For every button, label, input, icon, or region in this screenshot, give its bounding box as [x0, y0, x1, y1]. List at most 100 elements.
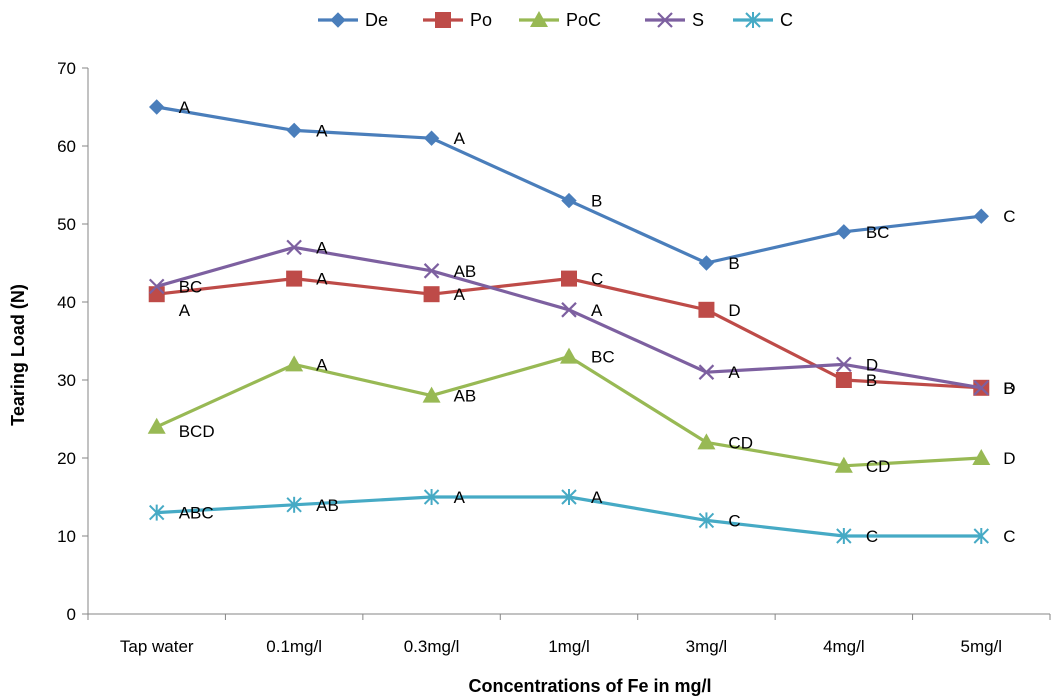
point-label: D: [1003, 449, 1015, 468]
data-point: [697, 433, 716, 450]
point-label: A: [316, 238, 328, 257]
legend-item-s: S: [645, 10, 704, 30]
point-label: D: [866, 355, 878, 374]
data-point: [149, 504, 165, 521]
legend-label: De: [365, 10, 388, 30]
series-de: A A A B B BC C: [149, 98, 1016, 273]
legend-marker: [435, 12, 451, 28]
series-line: [156, 355, 982, 468]
data-point: [423, 263, 440, 279]
x-tick-label: 1mg/l: [548, 637, 590, 656]
legend-marker: [745, 12, 761, 28]
y-tick-label: 10: [57, 527, 76, 546]
data-point: [561, 192, 577, 209]
legend-label: PoC: [566, 10, 601, 30]
y-axis-title: Tearing Load (N): [8, 284, 28, 426]
x-tick-label: 0.3mg/l: [404, 637, 460, 656]
data-point: [836, 528, 852, 544]
y-tick-label: 40: [57, 293, 76, 312]
point-label: B: [591, 192, 602, 211]
data-point: [286, 239, 302, 256]
x-axis: Tap water 0.1mg/l 0.3mg/l 1mg/l 3mg/l 4mg/l 5m…: [87, 613, 1051, 656]
legend-item-de: De: [318, 10, 388, 30]
data-point: [423, 130, 440, 146]
y-tick-label: 30: [57, 371, 76, 390]
point-label: A: [454, 129, 466, 148]
data-point: [423, 489, 440, 505]
data-point: [972, 449, 991, 465]
point-label: CD: [728, 433, 753, 452]
data-point: [147, 417, 166, 434]
data-point: [834, 456, 853, 473]
point-label: C: [866, 527, 878, 546]
data-point: [286, 270, 303, 287]
y-tick-label: 50: [57, 215, 76, 234]
legend-item-po: Po: [423, 10, 492, 30]
series-line: [156, 105, 982, 265]
data-point: [148, 278, 165, 295]
data-point: [973, 380, 990, 396]
data-point: [698, 364, 715, 380]
data-point: [835, 372, 852, 388]
x-tick-label: 5mg/l: [960, 637, 1002, 656]
point-label: BC: [866, 223, 890, 242]
legend-marker: [330, 12, 346, 28]
x-tick-label: 3mg/l: [686, 637, 728, 656]
point-label: A: [316, 121, 328, 140]
point-label: BC: [179, 277, 203, 296]
point-label: AB: [454, 387, 477, 406]
point-label: BCD: [179, 422, 215, 441]
point-label: A: [454, 488, 466, 507]
point-label: AB: [454, 262, 477, 281]
legend: De Po PoC S C: [318, 10, 793, 30]
y-tick-label: 0: [67, 605, 76, 624]
legend-label: Po: [470, 10, 492, 30]
data-point: [286, 122, 302, 139]
legend-label: S: [692, 10, 704, 30]
y-tick-label: 20: [57, 449, 76, 468]
data-point: [149, 99, 165, 115]
point-label: CD: [866, 457, 891, 476]
x-tick-label: 0.1mg/l: [266, 637, 322, 656]
point-label: C: [1003, 207, 1015, 226]
legend-marker: [530, 11, 548, 27]
legend-item-c: C: [733, 10, 793, 30]
data-point: [561, 302, 577, 318]
data-point: [561, 489, 577, 505]
data-point: [423, 286, 440, 303]
point-label: C: [1003, 527, 1015, 546]
point-label: BC: [591, 348, 615, 367]
data-point: [698, 255, 715, 271]
data-point: [285, 355, 304, 372]
y-tick-label: 70: [57, 59, 76, 78]
point-label: A: [316, 355, 328, 374]
point-label: A: [591, 301, 603, 320]
point-label: D: [1003, 379, 1015, 398]
point-label: A: [316, 270, 328, 289]
y-axis: 0 10 20 30 40 50 60 70: [57, 59, 89, 624]
series-c: ABC AB A A C C C: [149, 488, 1016, 546]
point-label: B: [866, 371, 877, 390]
point-label: AB: [316, 496, 339, 515]
point-label: D: [728, 301, 740, 320]
data-point: [286, 496, 302, 513]
point-label: B: [728, 254, 739, 273]
y-tick-label: 60: [57, 137, 76, 156]
point-label: A: [179, 98, 191, 117]
point-label: C: [591, 270, 603, 289]
data-point: [560, 347, 578, 364]
point-label: C: [728, 511, 740, 530]
data-point: [836, 224, 852, 240]
x-tick-label: Tap water: [120, 637, 194, 656]
data-point: [973, 208, 989, 224]
point-label: A: [728, 363, 740, 382]
legend-marker: [657, 12, 673, 28]
point-label: ABC: [179, 504, 214, 523]
x-axis-title: Concentrations of Fe in mg/l: [468, 676, 711, 696]
legend-item-poc: PoC: [519, 10, 601, 30]
legend-label: C: [780, 10, 793, 30]
data-point: [148, 286, 165, 303]
